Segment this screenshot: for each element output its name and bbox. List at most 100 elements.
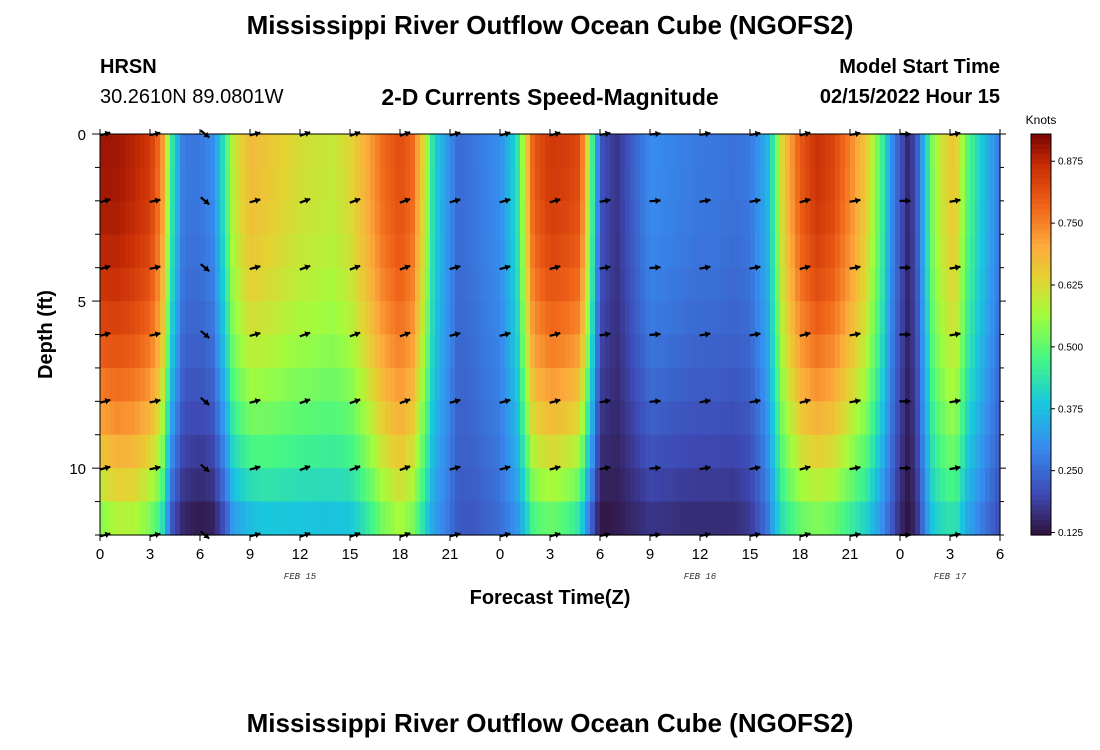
heat-cell (225, 334, 231, 369)
heat-cell (750, 134, 756, 169)
heat-cell (810, 301, 816, 336)
heat-cell (395, 367, 401, 402)
heat-cell (585, 301, 591, 336)
heat-cell (150, 267, 156, 302)
heat-cell (480, 167, 486, 202)
current-vector-arrow (799, 264, 811, 271)
heat-cell (680, 234, 686, 269)
heat-cell (440, 200, 446, 235)
heat-cell (325, 501, 331, 536)
heat-cell (150, 401, 156, 436)
heat-cell (300, 501, 306, 536)
heat-cell (510, 501, 516, 536)
heat-cell (500, 267, 506, 302)
heat-cell (475, 167, 481, 202)
heat-cell (985, 501, 991, 536)
heat-cell (460, 301, 466, 336)
heat-cell (775, 134, 781, 169)
heat-cell (785, 167, 791, 202)
heat-cell (395, 234, 401, 269)
heat-cell (315, 234, 321, 269)
heat-cell (790, 501, 796, 536)
heat-cell (545, 401, 551, 436)
heat-cell (430, 267, 436, 302)
heat-cell (530, 167, 536, 202)
heat-cell (660, 367, 666, 402)
heat-cell (395, 468, 401, 503)
heat-cell (600, 367, 606, 402)
heat-cell (125, 234, 131, 269)
heat-cell (840, 501, 846, 536)
heat-cell (710, 434, 716, 469)
heat-cell (145, 200, 151, 235)
heat-cell (595, 401, 601, 436)
heat-cell (270, 367, 276, 402)
heat-cell (540, 267, 546, 302)
heat-cell (550, 367, 556, 402)
heat-cell (705, 167, 711, 202)
heat-cell (260, 468, 266, 503)
heat-cell (435, 501, 441, 536)
current-vector-arrow (499, 264, 511, 271)
current-vector-arrow (200, 396, 210, 406)
heat-cell (350, 434, 356, 469)
heat-cell (445, 367, 451, 402)
x-tick-label: 9 (246, 546, 254, 563)
heat-cell (230, 434, 236, 469)
heat-cell (245, 434, 251, 469)
heat-cell (930, 267, 936, 302)
heat-cell (770, 434, 776, 469)
heat-cell (130, 167, 136, 202)
heat-cell (995, 334, 1001, 369)
heat-cell (950, 401, 956, 436)
heat-cell (645, 167, 651, 202)
heat-cell (570, 267, 576, 302)
heat-cell (495, 334, 501, 369)
heat-cell (670, 234, 676, 269)
heat-cell (635, 468, 641, 503)
heat-cell (465, 200, 471, 235)
heat-cell (440, 401, 446, 436)
heat-cell (170, 367, 176, 402)
heat-cell (260, 434, 266, 469)
heat-cell (780, 367, 786, 402)
heat-cell (975, 301, 981, 336)
heat-cell (935, 234, 941, 269)
heat-cell (130, 334, 136, 369)
heat-cell (220, 234, 226, 269)
heat-cell (385, 501, 391, 536)
heat-cell (385, 434, 391, 469)
heat-cell (510, 468, 516, 503)
heat-cell (150, 367, 156, 402)
heat-cell (590, 334, 596, 369)
heat-cell (600, 501, 606, 536)
heat-cell (115, 234, 121, 269)
heat-cell (855, 501, 861, 536)
heat-cell (950, 434, 956, 469)
heat-cell (310, 167, 316, 202)
heat-cell (900, 234, 906, 269)
model-start-value: 02/15/2022 Hour 15 (819, 86, 1000, 108)
heat-cell (965, 334, 971, 369)
heat-cell (705, 200, 711, 235)
heat-cell (690, 434, 696, 469)
heat-cell (900, 267, 906, 302)
colorbar-segment (1031, 489, 1051, 496)
heat-cell (120, 301, 126, 336)
heat-cell (785, 401, 791, 436)
heat-cell (175, 401, 181, 436)
heat-cell (910, 167, 916, 202)
heat-cell (955, 501, 961, 536)
x-tick-label: 0 (896, 546, 904, 563)
heat-cell (955, 367, 961, 402)
heat-cell (780, 134, 786, 169)
heat-cell (275, 401, 281, 436)
heat-cell (390, 134, 396, 169)
heat-cell (695, 267, 701, 302)
heat-cell (645, 434, 651, 469)
heat-cell (665, 234, 671, 269)
heat-cell (545, 301, 551, 336)
heat-cell (815, 367, 821, 402)
heat-cell (220, 267, 226, 302)
heat-cell (205, 167, 211, 202)
